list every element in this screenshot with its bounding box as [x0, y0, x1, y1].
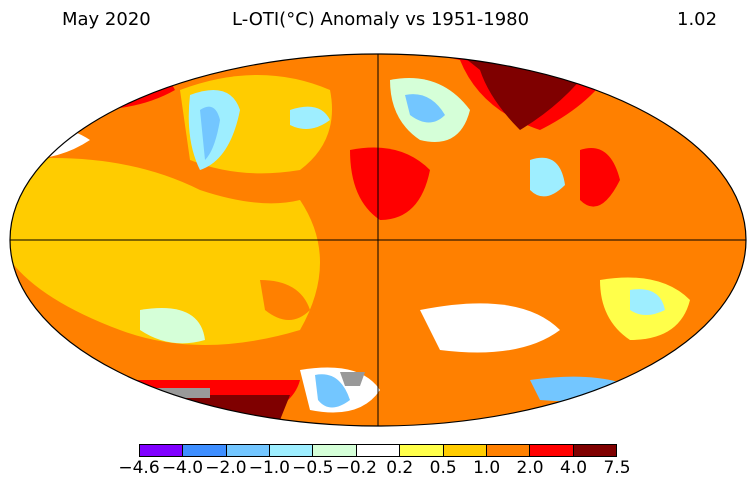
- colorbar-segment: [270, 445, 314, 456]
- temperature-anomaly-map: [9, 53, 747, 427]
- colorbar-segment: [443, 445, 487, 456]
- colorbar-segment: [486, 445, 531, 456]
- colorbar-segment: [573, 445, 616, 456]
- colorbar-tick-label: −1.0: [248, 458, 290, 478]
- colorbar-tick-label: −0.2: [335, 458, 377, 478]
- colorbar-tick-label: 2.0: [516, 458, 544, 478]
- missing-data-region: [90, 388, 210, 398]
- colorbar-tick-label: 0.5: [429, 458, 457, 478]
- colorbar: [139, 444, 617, 457]
- colorbar-tick-label: −0.5: [292, 458, 334, 478]
- colorbar-segment: [183, 445, 227, 456]
- colorbar-tick-label: −4.6: [118, 458, 160, 478]
- map-title: L-OTI(°C) Anomaly vs 1951-1980: [232, 9, 530, 30]
- colorbar-tick-label: 4.0: [560, 458, 588, 478]
- global-mean-value: 1.02: [677, 9, 718, 30]
- colorbar-tick-label: −4.0: [161, 458, 204, 478]
- date-label: May 2020: [62, 9, 151, 30]
- colorbar-segment: [140, 445, 184, 456]
- colorbar-tick-label: −2.0: [205, 458, 247, 478]
- colorbar-tick-label: 1.0: [473, 458, 501, 478]
- map-border: [9, 53, 747, 427]
- colorbar-segment: [313, 445, 357, 456]
- colorbar-tick-label: 0.2: [386, 458, 414, 478]
- colorbar-segment: [226, 445, 271, 456]
- colorbar-tick-label: 7.5: [603, 458, 631, 478]
- colorbar-segment: [356, 445, 401, 456]
- colorbar-segment: [530, 445, 574, 456]
- colorbar-segment: [400, 445, 444, 456]
